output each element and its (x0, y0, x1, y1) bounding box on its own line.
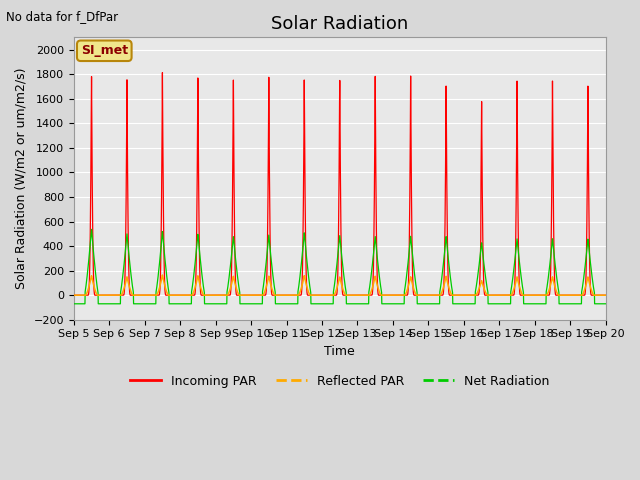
Text: SI_met: SI_met (81, 44, 128, 57)
X-axis label: Time: Time (324, 345, 355, 358)
Text: No data for f_DfPar: No data for f_DfPar (6, 10, 118, 23)
Legend: Incoming PAR, Reflected PAR, Net Radiation: Incoming PAR, Reflected PAR, Net Radiati… (125, 370, 554, 393)
Title: Solar Radiation: Solar Radiation (271, 15, 408, 33)
Y-axis label: Solar Radiation (W/m2 or um/m2/s): Solar Radiation (W/m2 or um/m2/s) (15, 68, 28, 289)
